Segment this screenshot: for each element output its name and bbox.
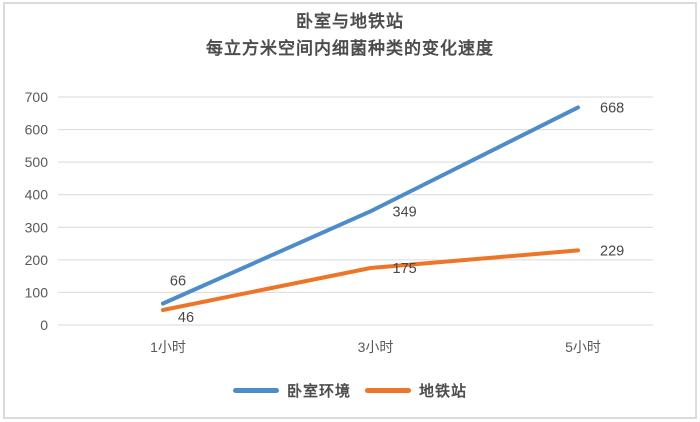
data-label: 66 [170, 274, 186, 290]
legend-label-bedroom: 卧室环境 [286, 382, 351, 400]
chart-subtitle: 每立方米空间内细菌种类的变化速度 [206, 39, 494, 58]
x-tick-label: 3小时 [358, 339, 394, 355]
legend-swatch-subway [365, 387, 411, 393]
data-label: 229 [600, 243, 624, 259]
x-tick-label: 1小时 [150, 339, 186, 355]
y-tick-label: 200 [25, 252, 49, 268]
data-label: 46 [178, 310, 194, 326]
y-tick-label: 300 [25, 219, 49, 235]
chart-title-block: 卧室与地铁站 每立方米空间内细菌种类的变化速度 [0, 8, 700, 62]
y-tick-label: 700 [25, 89, 49, 105]
chart-legend: 卧室环境 地铁站 [0, 378, 700, 402]
y-tick-label: 500 [25, 154, 49, 170]
legend-item-bedroom: 卧室环境 [232, 380, 351, 401]
legend-label-subway: 地铁站 [419, 382, 468, 400]
y-tick-label: 400 [25, 187, 49, 203]
chart-frame-border [3, 2, 697, 419]
y-tick-label: 0 [40, 317, 48, 333]
legend-item-subway: 地铁站 [365, 380, 467, 401]
y-tick-label: 100 [25, 284, 49, 300]
x-tick-label: 5小时 [565, 339, 601, 355]
chart-title: 卧室与地铁站 [296, 12, 404, 31]
legend-swatch-bedroom [232, 387, 279, 393]
data-label: 668 [600, 100, 624, 116]
data-label: 175 [393, 261, 417, 277]
series-line-1 [161, 248, 580, 313]
y-tick-label: 600 [25, 122, 49, 138]
data-label: 349 [393, 204, 417, 220]
series-line-0 [161, 105, 580, 306]
